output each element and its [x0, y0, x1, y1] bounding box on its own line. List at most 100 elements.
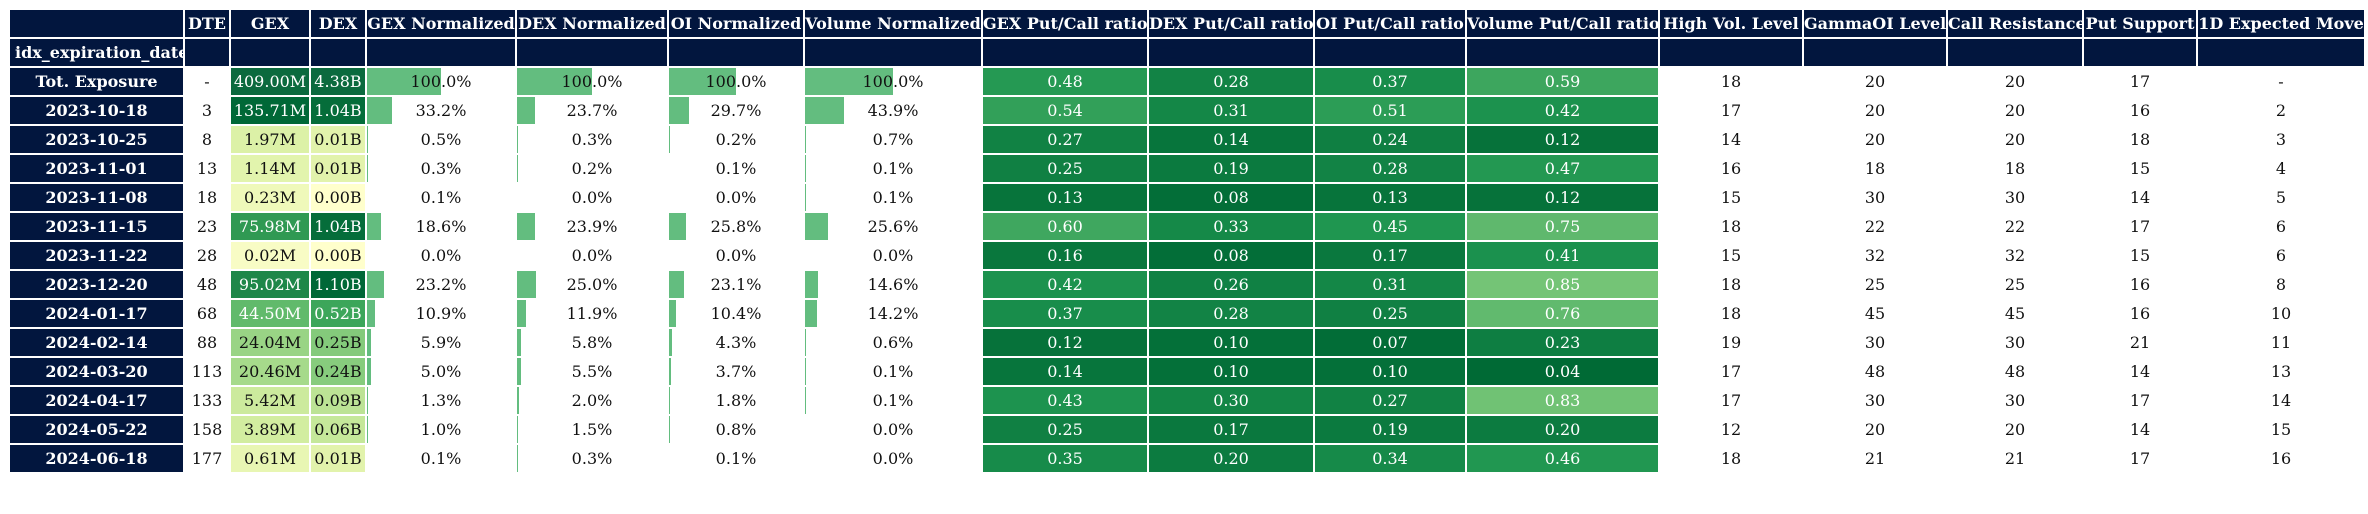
normalized-value: 23.1% [710, 275, 762, 294]
index-name-row: idx_expiration_date [8, 37, 2366, 68]
cell-gex: 75.98M [229, 211, 311, 242]
table-row: 2023-12-20 48 95.02M 1.10B 23.2% 25.0% 23.1% 14… [8, 269, 2366, 300]
table-row: 2023-11-22 28 0.02M 0.00B 0.0% 0.0% 0.0% 0.0% 0.… [8, 240, 2366, 271]
cell-oi-normalized: 0.2% [667, 124, 805, 155]
cell-gex-normalized: 23.2% [365, 269, 517, 300]
cell-dex-put-call-ratio: 0.08 [1147, 240, 1315, 271]
cell-gammaoi-level: 18 [1802, 153, 1948, 184]
normalized-value: 23.9% [566, 217, 618, 236]
table-row: 2023-11-15 23 75.98M 1.04B 18.6% 23.9% 25.8% 25… [8, 211, 2366, 242]
cell-dex-normalized: 23.7% [515, 95, 669, 126]
cell-1d-expected-move: 2 [2196, 95, 2366, 126]
normalized-value: 0.1% [715, 159, 757, 178]
cell-dte: 8 [183, 124, 231, 155]
normalized-value: 0.0% [715, 246, 757, 265]
cell-dte: 13 [183, 153, 231, 184]
cell-1d-expected-move: 14 [2196, 385, 2366, 416]
cell-oi-normalized: 0.8% [667, 414, 805, 445]
normalized-value: 25.6% [867, 217, 919, 236]
cell-dte: 3 [183, 95, 231, 126]
cell-oi-put-call-ratio: 0.10 [1313, 356, 1467, 387]
column-header-volume-normalized: Volume Normalized [803, 8, 983, 39]
cell-dex: 4.38B [309, 66, 367, 97]
normalized-value: 0.0% [872, 246, 914, 265]
cell-dex-put-call-ratio: 0.17 [1147, 414, 1315, 445]
cell-gammaoi-level: 20 [1802, 66, 1948, 97]
normalized-bar [368, 98, 392, 123]
cell-gex-put-call-ratio: 0.25 [981, 153, 1149, 184]
normalized-value: 33.2% [415, 101, 467, 120]
cell-dex-put-call-ratio: 0.28 [1147, 66, 1315, 97]
cell-gex-normalized: 5.0% [365, 356, 517, 387]
cell-gex-put-call-ratio: 0.14 [981, 356, 1149, 387]
normalized-value: 0.5% [420, 130, 462, 149]
cell-oi-normalized: 0.1% [667, 443, 805, 474]
cell-oi-put-call-ratio: 0.51 [1313, 95, 1467, 126]
cell-oi-normalized: 23.1% [667, 269, 805, 300]
cell-oi-put-call-ratio: 0.45 [1313, 211, 1467, 242]
normalized-bar [518, 359, 522, 384]
normalized-value: 10.9% [415, 304, 467, 323]
cell-gex: 1.14M [229, 153, 311, 184]
normalized-bar [806, 301, 818, 326]
cell-gex-normalized: 0.1% [365, 443, 517, 474]
normalized-bar [805, 329, 806, 356]
cell-gex-normalized: 18.6% [365, 211, 517, 242]
cell-high-vol-level: 16 [1658, 153, 1804, 184]
normalized-value: 0.0% [715, 188, 757, 207]
normalized-value: 100.0% [705, 72, 767, 91]
cell-dex-normalized: 100.0% [515, 66, 669, 97]
cell-volume-normalized: 0.1% [803, 153, 983, 184]
cell-volume-normalized: 0.7% [803, 124, 983, 155]
column-header-dte: DTE [183, 8, 231, 39]
normalized-bar [670, 214, 687, 239]
cell-oi-put-call-ratio: 0.31 [1313, 269, 1467, 300]
index-row-blank-cell [183, 37, 231, 68]
cell-dex-put-call-ratio: 0.28 [1147, 298, 1315, 329]
cell-volume-put-call-ratio: 0.23 [1465, 327, 1660, 358]
cell-gex-normalized: 1.3% [365, 385, 517, 416]
table-row: 2023-10-18 3 135.71M 1.04B 33.2% 23.7% 29.7% 43… [8, 95, 2366, 126]
cell-oi-normalized: 1.8% [667, 385, 805, 416]
cell-gex: 24.04M [229, 327, 311, 358]
cell-gex-put-call-ratio: 0.43 [981, 385, 1149, 416]
cell-oi-put-call-ratio: 0.24 [1313, 124, 1467, 155]
normalized-bar [669, 416, 670, 443]
normalized-bar [518, 301, 526, 326]
cell-gammaoi-level: 25 [1802, 269, 1948, 300]
cell-volume-normalized: 0.0% [803, 443, 983, 474]
normalized-value: 0.0% [571, 246, 613, 265]
expiration-exposure-table: DTE GEX DEX GEX Normalized DEX Normalized OI … [8, 8, 2366, 474]
column-header-dex-put-call-ratio: DEX Put/Call ratio [1147, 8, 1315, 39]
normalized-bar [670, 359, 672, 384]
cell-dte: 158 [183, 414, 231, 445]
normalized-bar [367, 416, 368, 443]
row-label: 2024-04-17 [8, 385, 185, 416]
normalized-value: 43.9% [867, 101, 919, 120]
normalized-bar [670, 301, 676, 326]
cell-gex-normalized: 33.2% [365, 95, 517, 126]
column-header-gex-normalized: GEX Normalized [365, 8, 517, 39]
cell-put-support: 14 [2082, 356, 2198, 387]
table-row: Tot. Exposure -409.00M 4.38B 100.0% 100.0% 10… [8, 66, 2366, 97]
index-name: idx_expiration_date [8, 37, 185, 68]
normalized-value: 100.0% [862, 72, 924, 91]
cell-oi-put-call-ratio: 0.07 [1313, 327, 1467, 358]
cell-gex: 0.23M [229, 182, 311, 213]
index-row-blank-cell [1658, 37, 1804, 68]
cell-dte: - [183, 66, 231, 97]
cell-put-support: 17 [2082, 66, 2198, 97]
cell-gammaoi-level: 20 [1802, 414, 1948, 445]
cell-gex-put-call-ratio: 0.35 [981, 443, 1149, 474]
cell-gammaoi-level: 30 [1802, 385, 1948, 416]
cell-high-vol-level: 15 [1658, 182, 1804, 213]
cell-volume-put-call-ratio: 0.75 [1465, 211, 1660, 242]
cell-1d-expected-move: 3 [2196, 124, 2366, 155]
normalized-value: 11.9% [566, 304, 618, 323]
cell-dte: 177 [183, 443, 231, 474]
cell-dex-put-call-ratio: 0.10 [1147, 356, 1315, 387]
cell-dex-normalized: 11.9% [515, 298, 669, 329]
cell-1d-expected-move: 6 [2196, 211, 2366, 242]
normalized-value: 1.5% [571, 420, 613, 439]
cell-oi-normalized: 0.1% [667, 153, 805, 184]
